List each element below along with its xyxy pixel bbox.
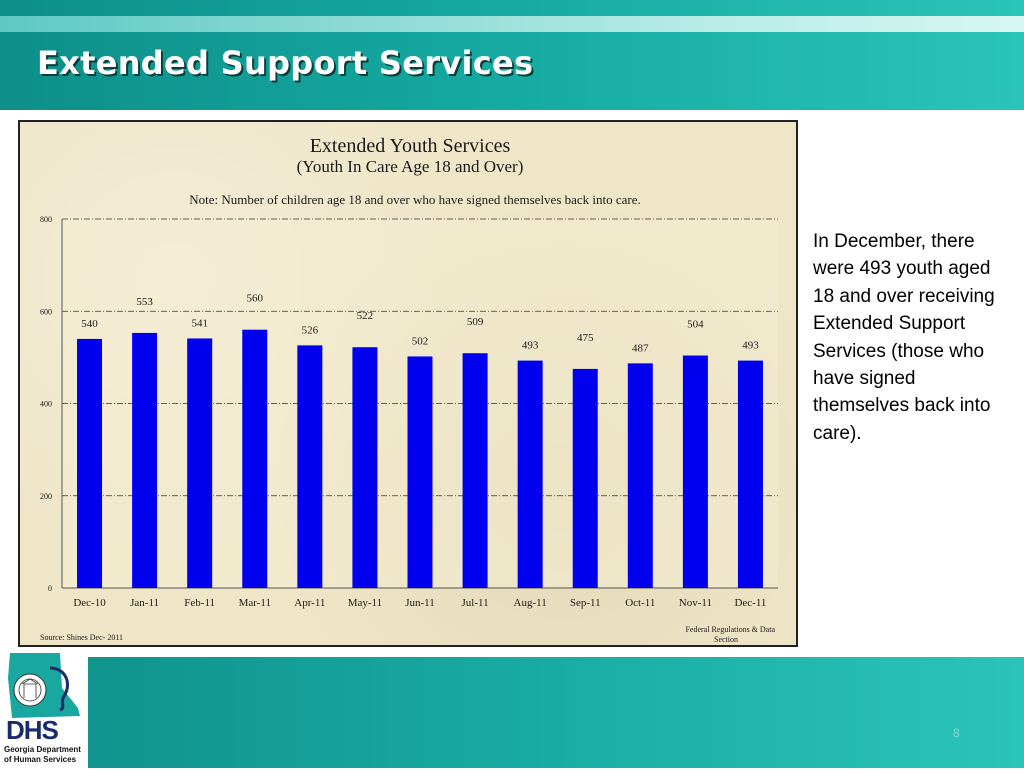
chart-source: Source: Shines Dec- 2011 xyxy=(40,633,123,642)
data-label: 493 xyxy=(742,340,759,352)
y-tick-label: 600 xyxy=(40,307,52,316)
summary-text: In December, there were 493 youth aged 1… xyxy=(813,231,995,444)
footer-band xyxy=(0,657,1024,768)
bar xyxy=(627,363,653,588)
chart-credit: Federal Regulations & Data Section xyxy=(685,625,775,644)
x-tick-label: Feb-11 xyxy=(184,597,215,609)
y-tick-label: 800 xyxy=(40,215,52,224)
data-label: 502 xyxy=(412,335,429,347)
bar xyxy=(462,353,488,588)
bar xyxy=(77,338,103,588)
slide-title: Extended Support Services xyxy=(37,44,534,82)
chart-note: Note: Number of children age 18 and over… xyxy=(189,192,641,207)
y-tick-label: 400 xyxy=(40,400,52,409)
data-label: 560 xyxy=(247,293,264,305)
data-label: 475 xyxy=(577,332,594,344)
x-tick-label: Jun-11 xyxy=(405,597,435,609)
x-tick-label: Aug-11 xyxy=(514,597,547,609)
chart-title: Extended Youth Services xyxy=(310,135,511,157)
x-tick-label: Mar-11 xyxy=(239,597,271,609)
data-label: 541 xyxy=(191,317,208,329)
data-label: 493 xyxy=(522,340,539,352)
y-tick-label: 0 xyxy=(48,584,52,593)
data-label: 487 xyxy=(632,342,649,354)
chart-subtitle: (Youth In Care Age 18 and Over) xyxy=(297,157,524,176)
x-tick-label: Dec-10 xyxy=(73,597,106,609)
data-label: 526 xyxy=(302,324,319,336)
data-label: 509 xyxy=(467,316,484,328)
data-label: 504 xyxy=(687,319,704,331)
chart-frame: Extended Youth Services (Youth In Care A… xyxy=(18,120,798,647)
x-tick-label: Jan-11 xyxy=(130,597,159,609)
bar-chart: Extended Youth Services (Youth In Care A… xyxy=(40,135,778,644)
header-accent-line xyxy=(0,16,1024,32)
bar xyxy=(572,368,598,588)
data-label: 540 xyxy=(81,318,98,330)
y-tick-label: 200 xyxy=(40,492,52,501)
data-label: 553 xyxy=(136,296,153,308)
x-tick-label: Oct-11 xyxy=(625,597,655,609)
x-tick-label: Nov-11 xyxy=(679,597,712,609)
x-tick-label: Sep-11 xyxy=(570,597,601,609)
bar xyxy=(737,360,763,588)
bar xyxy=(242,329,268,588)
bar xyxy=(132,332,158,588)
bar xyxy=(297,345,323,588)
bar xyxy=(682,355,708,588)
x-tick-label: Apr-11 xyxy=(294,597,325,609)
dhs-logo xyxy=(0,648,88,768)
bar xyxy=(517,360,543,588)
bar xyxy=(187,338,213,588)
data-label: 522 xyxy=(357,310,374,322)
x-tick-label: Dec-11 xyxy=(734,597,766,609)
bar xyxy=(407,356,433,588)
logo-name: Georgia Department of Human Services xyxy=(4,745,81,764)
x-tick-label: Jul-11 xyxy=(462,597,489,609)
x-tick-label: May-11 xyxy=(348,597,382,609)
bar xyxy=(352,347,378,588)
page-number: 8 xyxy=(953,726,960,740)
georgia-map-icon xyxy=(8,653,80,718)
header-band xyxy=(0,0,1024,110)
logo-acronym: DHS xyxy=(6,715,59,745)
